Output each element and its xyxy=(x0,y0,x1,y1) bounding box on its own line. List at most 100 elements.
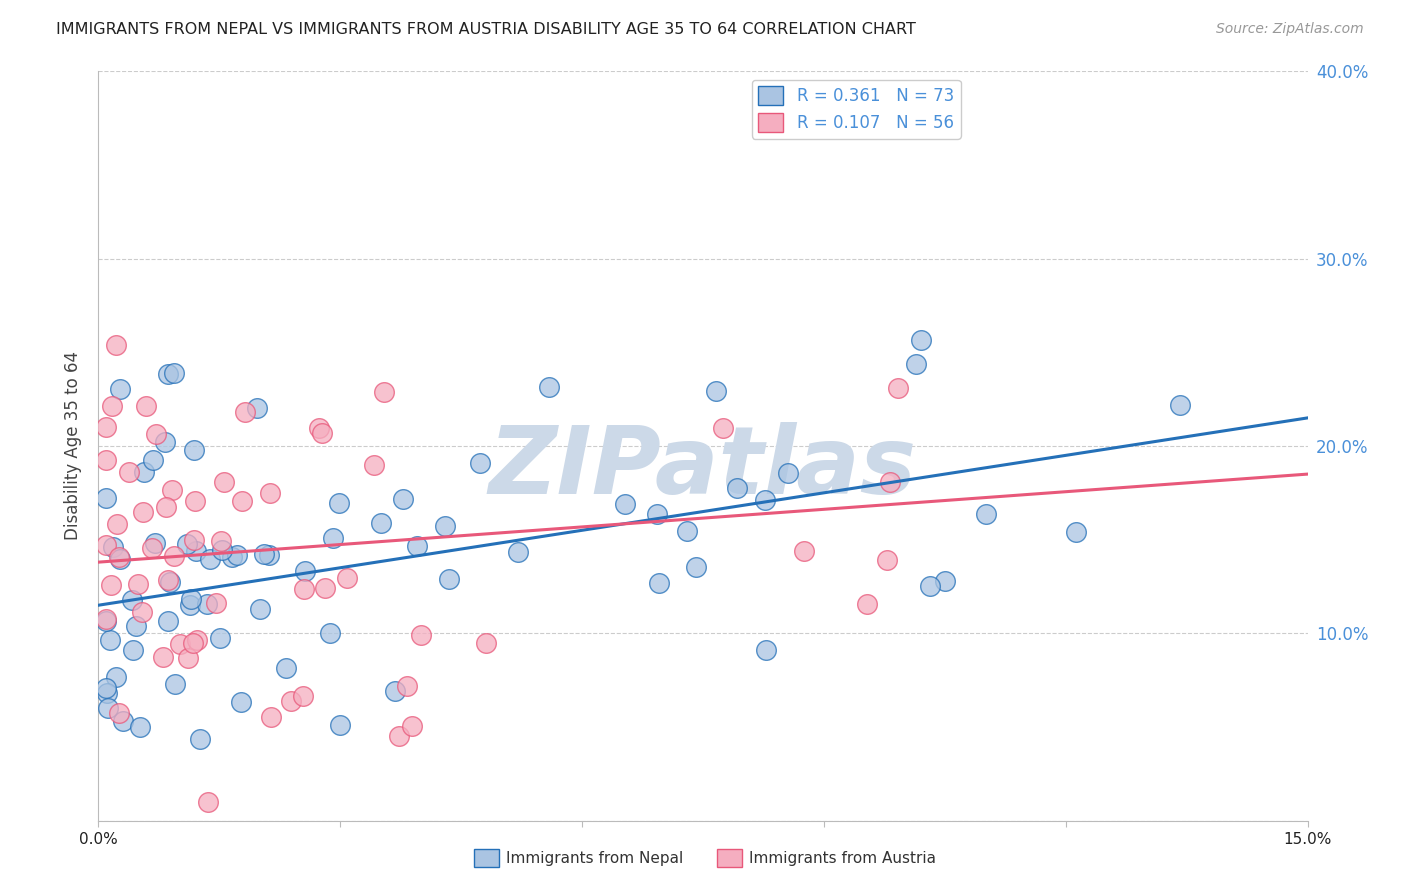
Point xyxy=(97,701,120,715)
Text: Immigrants from Nepal: Immigrants from Nepal xyxy=(506,851,683,865)
Point xyxy=(396,679,419,693)
Point xyxy=(388,729,411,743)
Point xyxy=(155,500,177,514)
Point xyxy=(157,614,180,628)
Point xyxy=(221,549,243,564)
Point xyxy=(169,637,191,651)
Point xyxy=(121,593,143,607)
Point xyxy=(231,695,253,709)
Point xyxy=(156,573,179,587)
Point xyxy=(200,551,222,566)
Text: Immigrants from Austria: Immigrants from Austria xyxy=(749,851,936,865)
Point xyxy=(105,338,128,352)
Point xyxy=(180,592,202,607)
Point xyxy=(160,483,183,498)
Point xyxy=(96,612,118,626)
Point xyxy=(108,382,131,396)
Point xyxy=(197,795,219,809)
Point xyxy=(159,574,181,589)
Point xyxy=(292,582,315,596)
Text: Source: ZipAtlas.com: Source: ZipAtlas.com xyxy=(1216,22,1364,37)
Point xyxy=(179,598,201,612)
Point xyxy=(100,578,122,592)
Point xyxy=(363,458,385,472)
Point xyxy=(122,643,145,657)
Point xyxy=(879,475,901,489)
Point xyxy=(276,661,298,675)
Point xyxy=(319,625,342,640)
Point xyxy=(212,475,235,489)
Point xyxy=(183,493,205,508)
Point xyxy=(434,519,457,533)
Point xyxy=(876,552,898,566)
Point xyxy=(188,732,211,747)
Point xyxy=(177,651,200,665)
Point xyxy=(904,357,927,371)
Point xyxy=(974,507,997,521)
Point xyxy=(205,596,228,610)
Point xyxy=(183,442,205,457)
Point xyxy=(336,571,359,585)
Point xyxy=(156,367,179,381)
Point xyxy=(145,426,167,441)
Point xyxy=(132,504,155,518)
Point xyxy=(108,552,131,566)
Point xyxy=(260,710,283,724)
Point xyxy=(195,597,218,611)
Point xyxy=(308,420,330,434)
Point xyxy=(96,491,118,506)
Point xyxy=(132,466,155,480)
Point xyxy=(470,456,492,470)
Point xyxy=(96,452,118,467)
Point xyxy=(142,453,165,467)
Point xyxy=(135,399,157,413)
Point xyxy=(1066,525,1088,540)
Point xyxy=(439,572,461,586)
Point xyxy=(163,549,186,564)
Point xyxy=(105,670,128,684)
Point xyxy=(183,533,205,548)
Point xyxy=(294,564,316,578)
Point xyxy=(648,576,671,591)
Point xyxy=(163,366,186,380)
Point xyxy=(401,719,423,733)
Legend: R = 0.361   N = 73, R = 0.107   N = 56: R = 0.361 N = 73, R = 0.107 N = 56 xyxy=(752,79,960,138)
Point xyxy=(918,579,941,593)
Point xyxy=(711,421,734,435)
Point xyxy=(124,618,146,632)
Point xyxy=(474,636,496,650)
Point xyxy=(131,605,153,619)
Point xyxy=(257,548,280,562)
Point xyxy=(96,686,118,700)
Point xyxy=(231,494,253,508)
Point xyxy=(96,420,118,434)
Point xyxy=(645,507,668,521)
Point xyxy=(725,481,748,495)
Text: ZIPatlas: ZIPatlas xyxy=(489,423,917,515)
Point xyxy=(910,333,932,347)
Point xyxy=(322,532,344,546)
Point xyxy=(537,380,560,394)
Point xyxy=(253,547,276,561)
Point xyxy=(184,543,207,558)
Point xyxy=(259,485,281,500)
Point xyxy=(329,718,352,732)
Point xyxy=(508,545,530,559)
Point xyxy=(384,683,406,698)
Point xyxy=(411,628,433,642)
Point xyxy=(1168,398,1191,412)
Point xyxy=(406,539,429,553)
Point xyxy=(291,689,314,703)
Point xyxy=(101,399,124,413)
Point xyxy=(143,536,166,550)
Point xyxy=(225,548,247,562)
Point xyxy=(754,492,776,507)
Point xyxy=(96,615,118,629)
Point xyxy=(373,385,395,400)
Text: IMMIGRANTS FROM NEPAL VS IMMIGRANTS FROM AUSTRIA DISABILITY AGE 35 TO 64 CORRELA: IMMIGRANTS FROM NEPAL VS IMMIGRANTS FROM… xyxy=(56,22,917,37)
Point xyxy=(311,425,333,440)
Point xyxy=(704,384,727,398)
Point xyxy=(391,492,413,507)
Point xyxy=(129,720,152,734)
Point xyxy=(96,681,118,695)
